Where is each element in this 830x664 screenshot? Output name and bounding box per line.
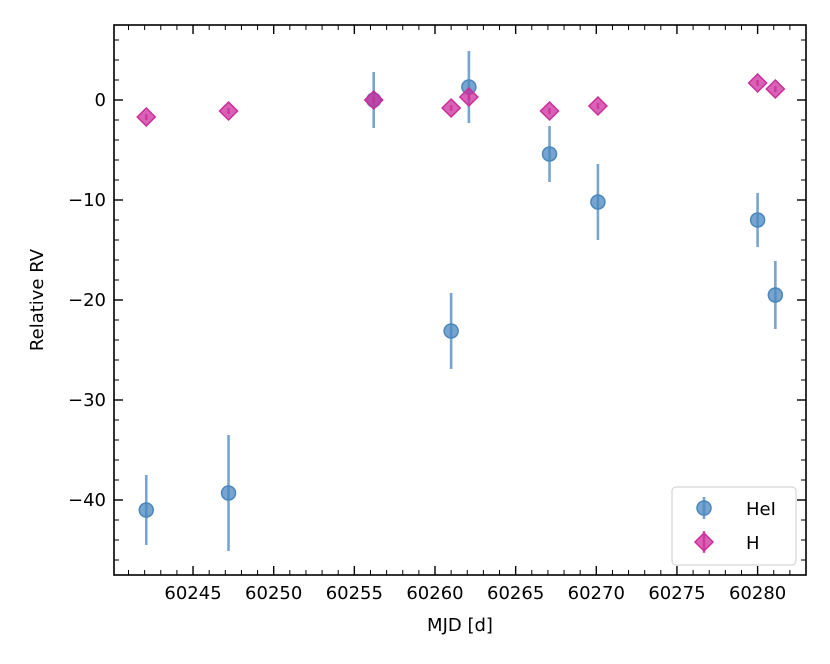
data-point [218, 100, 239, 122]
y-tick-label: −40 [68, 490, 106, 511]
x-tick-label: 60250 [245, 583, 302, 604]
data-point [747, 72, 768, 94]
data-point [541, 146, 558, 162]
x-tick-label: 60275 [648, 583, 705, 604]
x-tick-label: 60270 [568, 583, 625, 604]
data-point [539, 100, 560, 122]
data-point [458, 86, 479, 108]
data-point [138, 502, 155, 518]
data-point [363, 89, 384, 111]
data-point [136, 106, 157, 128]
x-tick-label: 60245 [164, 583, 221, 604]
legend-label: HeI [746, 499, 776, 520]
y-axis-title: Relative RV [27, 248, 48, 351]
x-tick-label: 60265 [487, 583, 544, 604]
data-point [767, 287, 784, 303]
series-hei [138, 51, 784, 551]
y-tick-label: −20 [68, 290, 106, 311]
data-point [220, 485, 237, 501]
data-point [749, 212, 766, 228]
x-axis-title: MJD [d] [427, 615, 493, 636]
data-point [441, 97, 462, 119]
data-point [590, 194, 606, 210]
series-h [136, 72, 786, 128]
legend-label: H [746, 533, 760, 554]
data-point [765, 78, 786, 100]
x-tick-label: 60260 [406, 583, 463, 604]
y-tick-label: −30 [68, 390, 106, 411]
plot-area [136, 51, 786, 551]
x-tick-label: 60255 [326, 583, 383, 604]
data-point [587, 95, 608, 117]
legend-marker [693, 531, 715, 553]
legend-box [671, 486, 797, 566]
x-tick-label: 60280 [729, 583, 786, 604]
legend: HeI H [671, 486, 797, 566]
data-point [443, 323, 459, 339]
legend-marker [696, 500, 712, 516]
y-tick-label: 0 [95, 90, 106, 111]
y-tick-label: −10 [68, 190, 106, 211]
